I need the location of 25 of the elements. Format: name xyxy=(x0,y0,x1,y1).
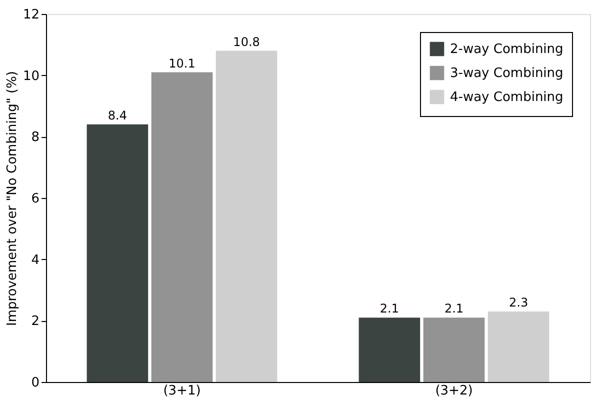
data-label: 2.1 xyxy=(444,302,464,316)
bar xyxy=(86,124,148,382)
bar xyxy=(151,72,213,382)
data-label: 2.1 xyxy=(380,302,400,316)
y-tick-label: 2 xyxy=(31,314,40,330)
data-label: 2.3 xyxy=(508,295,528,310)
bar xyxy=(488,311,550,382)
legend-label: 3-way Combining xyxy=(450,66,564,81)
bar xyxy=(358,318,420,382)
x-tick-label: (3+1) xyxy=(163,384,201,398)
data-label: 8.4 xyxy=(108,108,128,122)
y-axis-title: Improvement over "No Combining" (%) xyxy=(4,70,20,326)
legend-label: 2-way Combining xyxy=(450,42,564,57)
y-tick-label: 10 xyxy=(22,68,40,84)
bar xyxy=(216,50,278,382)
y-tick-label: 4 xyxy=(31,252,40,268)
data-label: 10.1 xyxy=(168,56,196,70)
bar xyxy=(423,318,485,382)
y-tick-label: 8 xyxy=(31,130,40,146)
y-tick-label: 12 xyxy=(22,8,40,22)
x-tick-label: (3+2) xyxy=(435,384,473,398)
data-label: 10.8 xyxy=(233,34,260,49)
y-tick-label: 6 xyxy=(31,192,40,206)
legend-label: 4-way Combining xyxy=(450,90,564,105)
y-tick-label: 0 xyxy=(31,376,40,390)
